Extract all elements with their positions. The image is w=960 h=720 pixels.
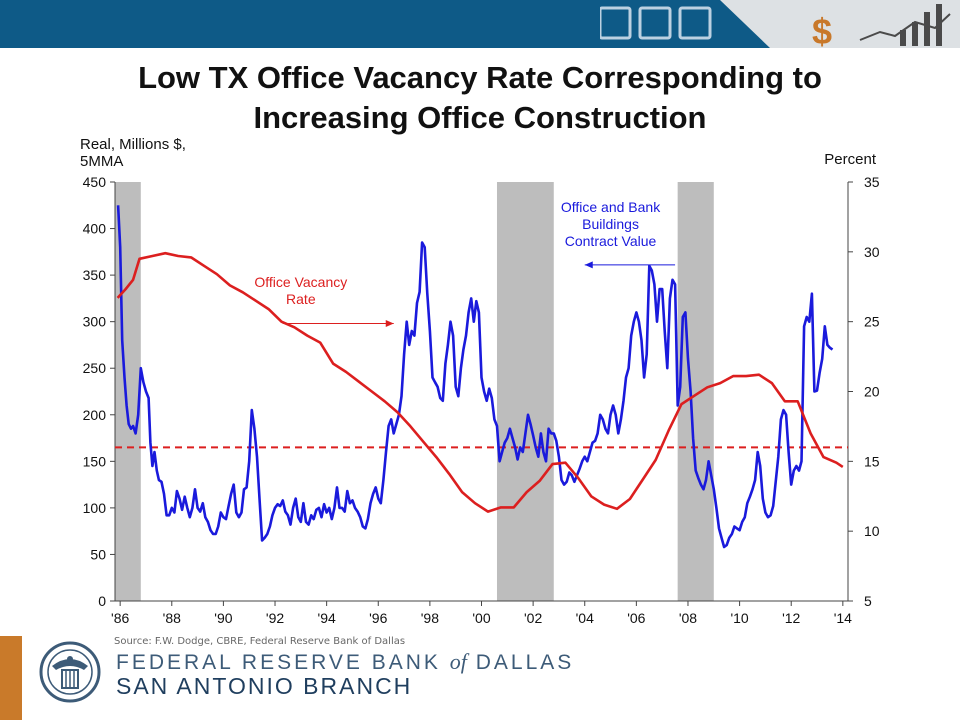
- annotation-1-line-1: Buildings: [582, 216, 639, 232]
- x-tick-label-1990: '90: [214, 610, 232, 626]
- x-tick-label-2004: '04: [576, 610, 594, 626]
- left-tick-label-350: 350: [83, 267, 107, 283]
- left-axis-label-line-0: Real, Millions $,: [80, 136, 186, 153]
- right-tick-label-30: 30: [864, 244, 880, 260]
- org-name-of: of: [449, 649, 467, 674]
- x-tick-label-2002: '02: [524, 610, 542, 626]
- annotation-1-arrow-head: [584, 261, 593, 269]
- slide-title-line-1: Low TX Office Vacancy Rate Corresponding…: [138, 60, 822, 95]
- left-tick-label-400: 400: [83, 221, 107, 237]
- left-tick-label-50: 50: [90, 546, 106, 562]
- right-tick-label-35: 35: [864, 174, 880, 190]
- x-tick-label-2008: '08: [679, 610, 697, 626]
- x-tick-label-1986: '86: [111, 610, 129, 626]
- left-tick-label-100: 100: [83, 500, 107, 516]
- left-tick-label-150: 150: [83, 453, 107, 469]
- branch-name: SAN ANTONIO BRANCH: [116, 673, 413, 699]
- federal-reserve-seal-icon: [39, 641, 101, 703]
- right-tick-label-5: 5: [864, 593, 872, 609]
- slide-title: Low TX Office Vacancy Rate Corresponding…: [0, 58, 960, 138]
- left-tick-label-300: 300: [83, 314, 107, 330]
- footer-accent-bar: [0, 636, 22, 720]
- x-tick-label-1988: '88: [163, 610, 181, 626]
- source-note: Source: F.W. Dodge, CBRE, Federal Reserv…: [114, 636, 406, 647]
- x-tick-label-2012: '12: [782, 610, 800, 626]
- annotation-0-line-1: Rate: [286, 291, 316, 307]
- x-tick-label-2014: '14: [834, 610, 852, 626]
- recession-band-2: [677, 182, 714, 601]
- x-tick-label-1994: '94: [318, 610, 336, 626]
- slide-title-line-2: Increasing Office Construction: [253, 100, 707, 135]
- left-tick-label-450: 450: [83, 174, 107, 190]
- annotation-0-line-0: Office Vacancy: [254, 274, 347, 290]
- x-tick-label-2000: '00: [472, 610, 490, 626]
- x-tick-label-1998: '98: [421, 610, 439, 626]
- chart-canvas: 0 50 100 150 200 250 300 350 400 450 5 10 15 20 25 30 35…: [80, 136, 880, 626]
- org-name-part-a: FEDERAL RESERVE BANK: [116, 651, 450, 674]
- right-tick-label-10: 10: [864, 523, 880, 539]
- left-axis-label-line-1: 5MMA: [80, 153, 123, 170]
- annotation-0-arrow-head: [385, 320, 394, 328]
- svg-text:$: $: [812, 11, 832, 48]
- left-tick-label-200: 200: [83, 407, 107, 423]
- header-band: $: [0, 0, 960, 48]
- left-tick-label-0: 0: [98, 593, 106, 609]
- right-tick-label-25: 25: [864, 314, 880, 330]
- annotation-1-line-0: Office and Bank: [561, 199, 661, 215]
- left-tick-label-250: 250: [83, 360, 107, 376]
- x-tick-label-2010: '10: [730, 610, 748, 626]
- org-name-part-b: DALLAS: [466, 651, 575, 674]
- org-name: FEDERAL RESERVE BANK of DALLAS: [116, 649, 574, 675]
- annotation-1-line-2: Contract Value: [565, 233, 657, 249]
- x-tick-label-2006: '06: [627, 610, 645, 626]
- right-tick-label-15: 15: [864, 453, 880, 469]
- header-decoration: $: [600, 0, 960, 48]
- series-line-construction: [116, 205, 834, 549]
- x-tick-label-1992: '92: [266, 610, 284, 626]
- right-axis-label: Percent: [824, 151, 877, 168]
- right-tick-label-20: 20: [864, 384, 880, 400]
- recession-band-1: [496, 182, 554, 601]
- series-line-vacancy: [116, 251, 844, 513]
- x-tick-label-1996: '96: [369, 610, 387, 626]
